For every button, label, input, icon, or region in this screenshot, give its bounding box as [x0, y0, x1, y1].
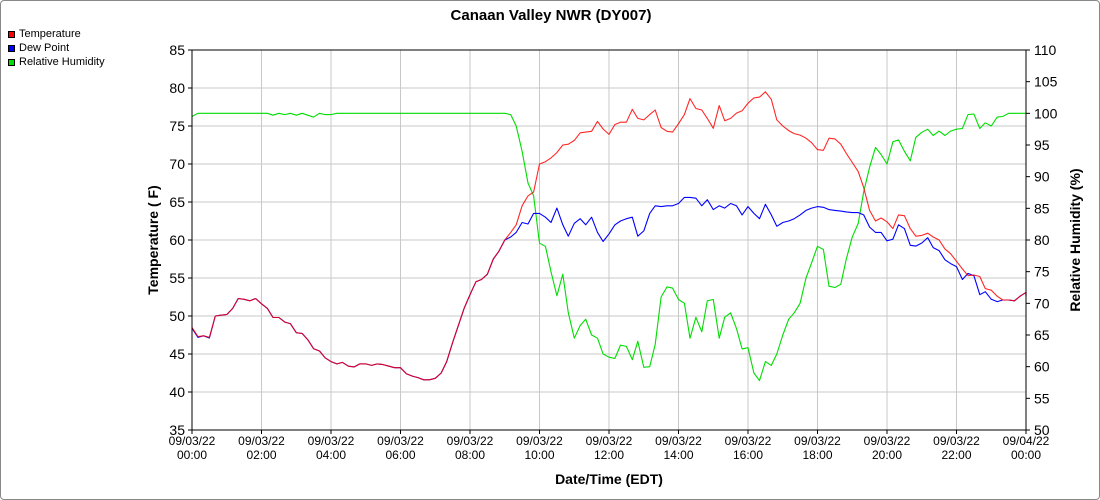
y-right-tick-label: 105	[1034, 74, 1058, 90]
grid-lines	[191, 49, 1027, 431]
legend-swatch-dew-point	[8, 44, 15, 52]
y-right-tick-label: 65	[1034, 327, 1050, 343]
legend-item-dew-point[interactable]: Dew Point	[8, 41, 105, 55]
x-tick-date-label: 09/03/22	[447, 434, 494, 448]
x-axis-label: Date/Time (EDT)	[555, 471, 663, 487]
x-tick-time-label: 04:00	[316, 448, 346, 462]
y-tick-label: 75	[169, 118, 185, 134]
x-tick-date-label: 09/03/22	[794, 434, 841, 448]
series-line-temperature	[191, 91, 1027, 381]
x-tick-time-label: 22:00	[941, 448, 971, 462]
y-tick-label: 50	[169, 308, 185, 324]
y-tick-label: 85	[169, 42, 185, 58]
legend-label-dew-point: Dew Point	[19, 42, 70, 54]
legend-item-relative-humidity[interactable]: Relative Humidity	[8, 55, 105, 69]
y-right-tick-label: 100	[1034, 105, 1058, 121]
x-tick-time-label: 16:00	[733, 448, 763, 462]
y-right-tick-label: 85	[1034, 200, 1050, 216]
series-layer	[191, 91, 1027, 382]
x-tick-date-label: 09/03/22	[516, 434, 563, 448]
x-tick-date-label: 09/03/22	[655, 434, 702, 448]
x-tick-time-label: 02:00	[246, 448, 276, 462]
y-axis-label: Temperature ( F)	[145, 185, 161, 294]
right-axis: 50 55 60 65 70 75 80 85 90 95 100 105 110	[1026, 42, 1058, 438]
x-tick-time-label: 18:00	[802, 448, 832, 462]
y-tick-label: 40	[169, 384, 185, 400]
x-tick-time-label: 00:00	[1011, 448, 1041, 462]
legend: Temperature Dew Point Relative Humidity	[8, 27, 105, 69]
x-tick-date-label: 09/03/22	[586, 434, 633, 448]
y-tick-label: 65	[169, 194, 185, 210]
x-tick-date-label: 09/03/22	[933, 434, 980, 448]
x-tick-date-label: 09/03/22	[238, 434, 285, 448]
legend-label-temperature: Temperature	[19, 28, 81, 40]
x-tick-date-label: 09/03/22	[308, 434, 355, 448]
x-tick-date-label: 09/04/22	[1003, 434, 1050, 448]
x-axis: 09/03/2200:0009/03/2202:0009/03/2204:000…	[169, 430, 1050, 462]
x-tick-date-label: 09/03/22	[169, 434, 216, 448]
x-tick-time-label: 10:00	[524, 448, 554, 462]
legend-swatch-relative-humidity	[8, 58, 15, 66]
y-tick-label: 55	[169, 270, 185, 286]
legend-swatch-temperature	[8, 30, 15, 38]
series-line-relative-humidity	[191, 112, 1026, 382]
x-tick-time-label: 00:00	[177, 448, 207, 462]
y-axis-right-label: Relative Humidity (%)	[1067, 168, 1083, 311]
left-axis: 35 40 45 50 55 60 65 70 75 80 85	[169, 42, 192, 438]
x-tick-time-label: 06:00	[385, 448, 415, 462]
x-tick-time-label: 20:00	[872, 448, 902, 462]
chart-title: Canaan Valley NWR (DY007)	[451, 7, 652, 24]
y-tick-label: 45	[169, 346, 185, 362]
y-right-tick-label: 60	[1034, 359, 1050, 375]
legend-item-temperature[interactable]: Temperature	[8, 27, 105, 41]
y-right-tick-label: 80	[1034, 232, 1050, 248]
y-right-tick-label: 75	[1034, 264, 1050, 280]
legend-label-relative-humidity: Relative Humidity	[19, 56, 105, 68]
y-right-tick-label: 50	[1034, 422, 1050, 438]
x-tick-date-label: 09/03/22	[377, 434, 424, 448]
y-right-tick-label: 55	[1034, 390, 1050, 406]
y-tick-label: 70	[169, 156, 185, 172]
y-right-tick-label: 110	[1034, 42, 1057, 58]
y-right-tick-label: 95	[1034, 137, 1050, 153]
x-tick-time-label: 08:00	[455, 448, 485, 462]
x-tick-date-label: 09/03/22	[725, 434, 772, 448]
x-tick-date-label: 09/03/22	[864, 434, 911, 448]
y-right-tick-label: 90	[1034, 169, 1050, 185]
y-tick-label: 60	[169, 232, 185, 248]
y-right-tick-label: 70	[1034, 295, 1050, 311]
x-tick-time-label: 14:00	[663, 448, 693, 462]
y-tick-label: 80	[169, 80, 185, 96]
x-tick-time-label: 12:00	[594, 448, 624, 462]
y-tick-label: 35	[169, 422, 185, 438]
